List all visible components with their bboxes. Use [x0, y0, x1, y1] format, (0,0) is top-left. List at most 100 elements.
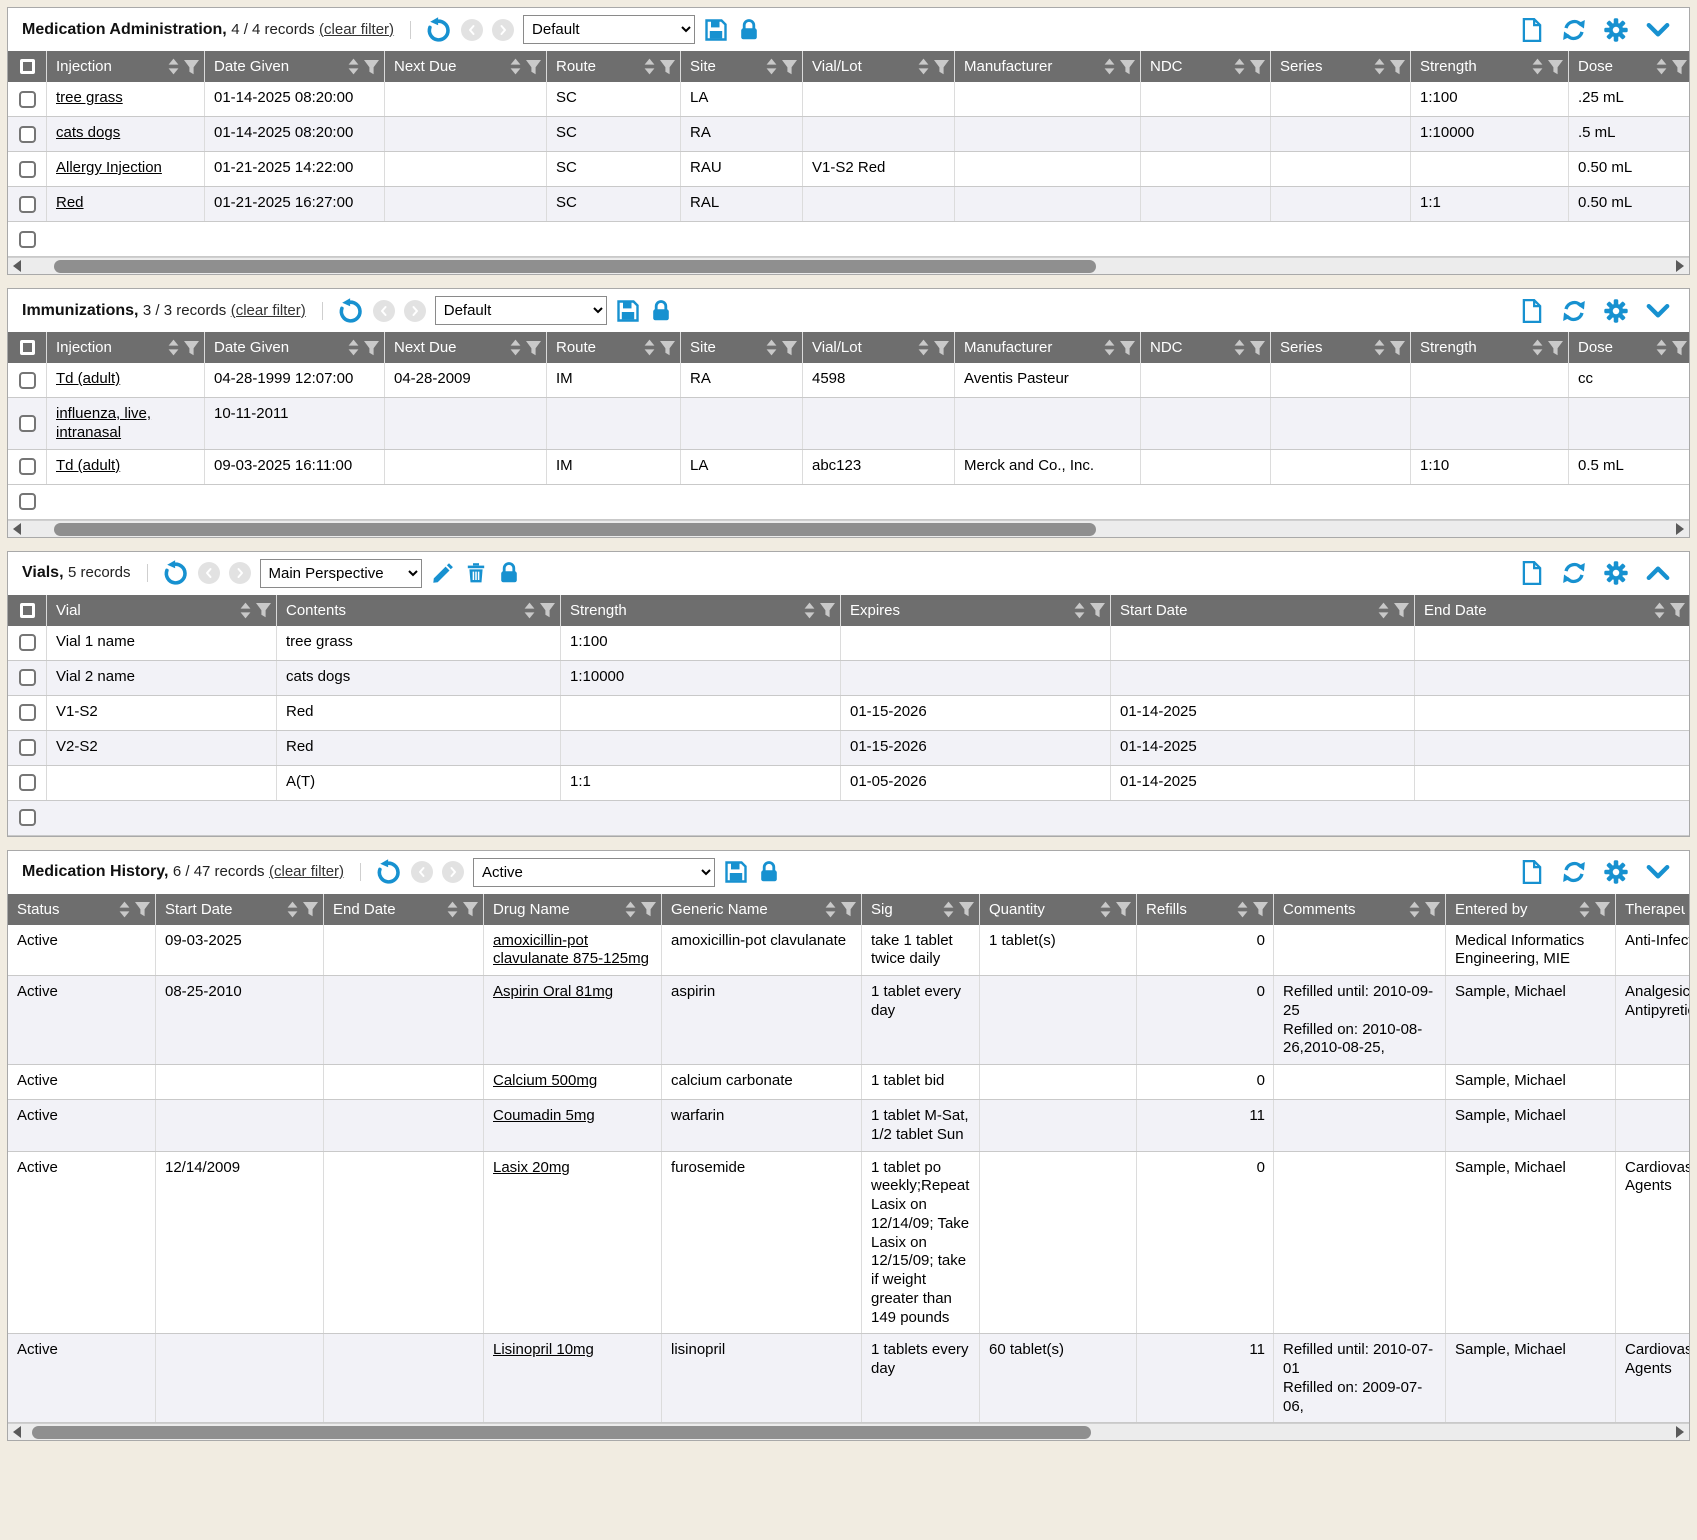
- lock-icon[interactable]: [497, 561, 521, 585]
- column-header-end-date[interactable]: End Date: [1415, 595, 1689, 626]
- filter-funnel-icon[interactable]: [363, 340, 380, 356]
- filter-funnel-icon[interactable]: [1669, 602, 1686, 618]
- sort-icon[interactable]: [1373, 57, 1386, 76]
- sort-icon[interactable]: [643, 338, 656, 357]
- sort-icon[interactable]: [523, 601, 536, 620]
- next-page-icon[interactable]: [492, 19, 514, 41]
- column-header-route[interactable]: Route: [547, 51, 681, 82]
- filter-funnel-icon[interactable]: [1594, 901, 1611, 917]
- row-checkbox[interactable]: [19, 634, 36, 651]
- sort-icon[interactable]: [347, 57, 360, 76]
- sort-icon[interactable]: [347, 338, 360, 357]
- collapse-chevron-down-icon[interactable]: [1645, 298, 1671, 324]
- scroll-left-arrow[interactable]: [9, 521, 25, 537]
- column-header-manufacturer[interactable]: Manufacturer: [955, 332, 1141, 363]
- column-header-injection[interactable]: Injection: [47, 332, 205, 363]
- column-header-site[interactable]: Site: [681, 332, 803, 363]
- perspective-select[interactable]: Default: [435, 296, 607, 325]
- column-header-date-given[interactable]: Date Given: [205, 332, 385, 363]
- row-checkbox[interactable]: [19, 669, 36, 686]
- sort-icon[interactable]: [239, 601, 252, 620]
- refresh-icon[interactable]: [1561, 298, 1587, 324]
- sort-icon[interactable]: [1578, 900, 1591, 919]
- sort-icon[interactable]: [1373, 338, 1386, 357]
- column-header-vial[interactable]: Vial: [47, 595, 277, 626]
- settings-gear-icon[interactable]: [1603, 298, 1629, 324]
- filter-funnel-icon[interactable]: [1671, 59, 1688, 75]
- new-row-checkbox[interactable]: [19, 231, 36, 248]
- clear-filter-link[interactable]: (clear filter): [231, 302, 306, 319]
- row-checkbox[interactable]: [19, 372, 36, 389]
- filter-funnel-icon[interactable]: [1089, 602, 1106, 618]
- column-header-next-due[interactable]: Next Due: [385, 332, 547, 363]
- filter-funnel-icon[interactable]: [1115, 901, 1132, 917]
- sort-icon[interactable]: [624, 900, 637, 919]
- column-header-drug-name[interactable]: Drug Name: [484, 894, 662, 925]
- settings-gear-icon[interactable]: [1603, 859, 1629, 885]
- sort-icon[interactable]: [1653, 601, 1666, 620]
- column-header-comments[interactable]: Comments: [1274, 894, 1446, 925]
- row-checkbox[interactable]: [19, 458, 36, 475]
- sort-icon[interactable]: [1408, 900, 1421, 919]
- row-checkbox[interactable]: [19, 774, 36, 791]
- filter-funnel-icon[interactable]: [1389, 340, 1406, 356]
- column-header-contents[interactable]: Contents: [277, 595, 561, 626]
- select-all-checkbox[interactable]: [20, 59, 35, 74]
- sort-icon[interactable]: [1103, 338, 1116, 357]
- column-header-refills[interactable]: Refills: [1137, 894, 1274, 925]
- record-link[interactable]: influenza, live, intranasal: [56, 405, 151, 441]
- sort-icon[interactable]: [167, 57, 180, 76]
- column-header-generic-name[interactable]: Generic Name: [662, 894, 862, 925]
- record-link[interactable]: amoxicillin-pot clavulanate 875-125mg: [493, 932, 649, 968]
- previous-page-icon[interactable]: [373, 300, 395, 322]
- column-header-ndc[interactable]: NDC: [1141, 332, 1271, 363]
- column-header-series[interactable]: Series: [1271, 51, 1411, 82]
- new-document-icon[interactable]: [1519, 17, 1545, 43]
- horizontal-scrollbar[interactable]: [8, 257, 1689, 274]
- previous-page-icon[interactable]: [411, 861, 433, 883]
- column-header-vial-lot[interactable]: Vial/Lot: [803, 332, 955, 363]
- sort-icon[interactable]: [1688, 900, 1689, 919]
- scroll-left-arrow[interactable]: [9, 1424, 25, 1440]
- undo-icon[interactable]: [338, 298, 364, 324]
- sort-icon[interactable]: [1233, 338, 1246, 357]
- settings-gear-icon[interactable]: [1603, 560, 1629, 586]
- filter-funnel-icon[interactable]: [1547, 340, 1564, 356]
- record-link[interactable]: Calcium 500mg: [493, 1072, 597, 1089]
- record-link[interactable]: Allergy Injection: [56, 159, 162, 176]
- scrollbar-thumb[interactable]: [32, 1426, 1091, 1439]
- collapse-chevron-up-icon[interactable]: [1645, 560, 1671, 586]
- sort-icon[interactable]: [167, 338, 180, 357]
- filter-funnel-icon[interactable]: [302, 901, 319, 917]
- save-icon[interactable]: [724, 860, 748, 884]
- filter-funnel-icon[interactable]: [1119, 59, 1136, 75]
- column-header-strength[interactable]: Strength: [561, 595, 841, 626]
- new-document-icon[interactable]: [1519, 560, 1545, 586]
- record-link[interactable]: tree grass: [56, 89, 123, 106]
- edit-pencil-icon[interactable]: [431, 561, 455, 585]
- refresh-icon[interactable]: [1561, 560, 1587, 586]
- horizontal-scrollbar[interactable]: [8, 520, 1689, 537]
- row-checkbox[interactable]: [19, 739, 36, 756]
- column-header-strength[interactable]: Strength: [1411, 51, 1569, 82]
- sort-icon[interactable]: [509, 57, 522, 76]
- sort-icon[interactable]: [1531, 338, 1544, 357]
- sort-icon[interactable]: [1099, 900, 1112, 919]
- sort-icon[interactable]: [1233, 57, 1246, 76]
- record-link[interactable]: Lasix 20mg: [493, 1159, 570, 1176]
- collapse-chevron-down-icon[interactable]: [1645, 17, 1671, 43]
- sort-icon[interactable]: [917, 338, 930, 357]
- undo-icon[interactable]: [426, 17, 452, 43]
- perspective-select[interactable]: Main Perspective: [260, 559, 422, 588]
- settings-gear-icon[interactable]: [1603, 17, 1629, 43]
- scrollbar-thumb[interactable]: [54, 260, 1096, 273]
- filter-funnel-icon[interactable]: [1249, 59, 1266, 75]
- column-header-dose[interactable]: Dose: [1569, 51, 1689, 82]
- filter-funnel-icon[interactable]: [255, 602, 272, 618]
- filter-funnel-icon[interactable]: [958, 901, 975, 917]
- filter-funnel-icon[interactable]: [1393, 602, 1410, 618]
- filter-funnel-icon[interactable]: [659, 59, 676, 75]
- filter-funnel-icon[interactable]: [183, 340, 200, 356]
- filter-funnel-icon[interactable]: [363, 59, 380, 75]
- row-checkbox[interactable]: [19, 126, 36, 143]
